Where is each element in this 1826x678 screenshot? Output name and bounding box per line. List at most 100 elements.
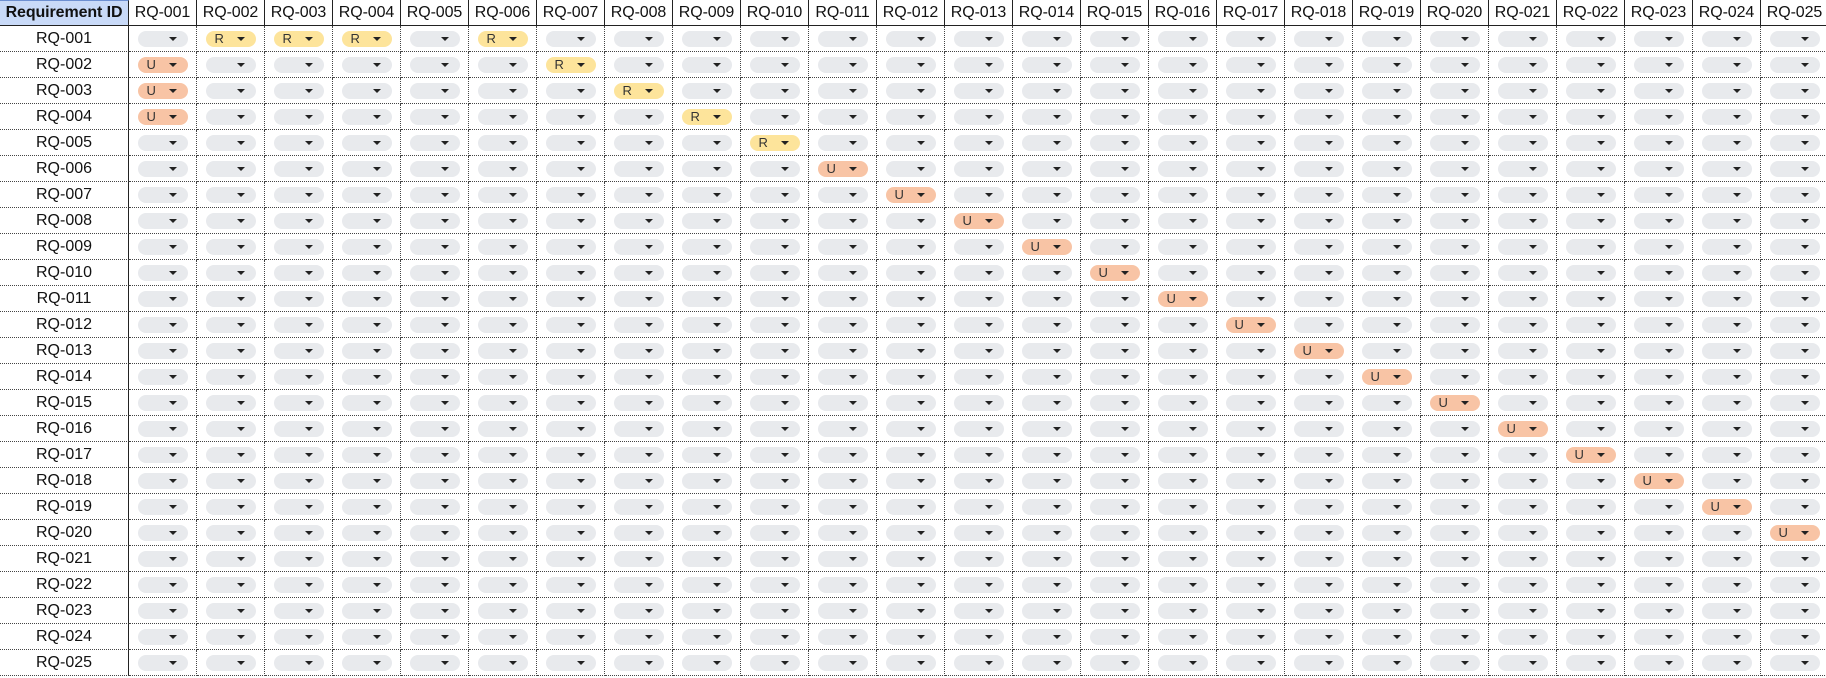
chevron-down-icon[interactable] xyxy=(168,140,177,145)
chevron-down-icon[interactable] xyxy=(1528,218,1537,223)
chevron-down-icon[interactable] xyxy=(168,218,177,223)
dropdown-chip[interactable] xyxy=(1633,264,1684,281)
chevron-down-icon[interactable] xyxy=(372,348,381,353)
row-label[interactable]: RQ-014 xyxy=(0,364,129,390)
dropdown-chip[interactable] xyxy=(273,654,324,671)
chevron-down-icon[interactable] xyxy=(168,556,177,561)
dropdown-chip[interactable] xyxy=(1089,82,1140,99)
dropdown-chip[interactable] xyxy=(613,290,664,307)
matrix-cell[interactable] xyxy=(1625,364,1693,390)
chevron-down-icon[interactable] xyxy=(1052,114,1061,119)
matrix-cell[interactable] xyxy=(1489,520,1557,546)
column-header[interactable]: RQ-002 xyxy=(197,0,265,26)
dropdown-chip[interactable] xyxy=(477,342,528,359)
matrix-cell[interactable] xyxy=(197,182,265,208)
chevron-down-icon[interactable] xyxy=(984,504,993,509)
matrix-cell[interactable] xyxy=(605,312,673,338)
dropdown-chip[interactable] xyxy=(1021,264,1072,281)
row-label[interactable]: RQ-019 xyxy=(0,494,129,520)
chevron-down-icon[interactable] xyxy=(236,374,245,379)
chevron-down-icon[interactable] xyxy=(1732,62,1741,67)
dropdown-chip[interactable] xyxy=(1497,472,1548,489)
matrix-cell[interactable] xyxy=(537,572,605,598)
dropdown-chip[interactable] xyxy=(613,238,664,255)
matrix-cell[interactable] xyxy=(741,624,809,650)
matrix-cell[interactable] xyxy=(1285,494,1353,520)
chevron-down-icon[interactable] xyxy=(1052,634,1061,639)
dropdown-chip[interactable] xyxy=(681,56,732,73)
chevron-down-icon[interactable] xyxy=(304,478,313,483)
chevron-down-icon[interactable] xyxy=(780,582,789,587)
chevron-down-icon[interactable] xyxy=(1460,452,1469,457)
dropdown-chip[interactable] xyxy=(953,82,1004,99)
chevron-down-icon[interactable] xyxy=(916,400,925,405)
matrix-cell[interactable] xyxy=(1285,26,1353,52)
matrix-cell[interactable] xyxy=(537,624,605,650)
matrix-cell[interactable] xyxy=(1081,130,1149,156)
chevron-down-icon[interactable] xyxy=(916,530,925,535)
matrix-cell[interactable] xyxy=(1217,104,1285,130)
dropdown-chip[interactable]: R xyxy=(341,30,392,47)
chevron-down-icon[interactable] xyxy=(1460,192,1469,197)
chevron-down-icon[interactable] xyxy=(1256,36,1265,41)
chevron-down-icon[interactable] xyxy=(780,374,789,379)
chevron-down-icon[interactable] xyxy=(916,192,925,197)
matrix-cell[interactable] xyxy=(1353,650,1421,676)
matrix-cell[interactable] xyxy=(1013,130,1081,156)
chevron-down-icon[interactable] xyxy=(712,62,721,67)
chevron-down-icon[interactable] xyxy=(304,660,313,665)
dropdown-chip[interactable] xyxy=(1157,56,1208,73)
chevron-down-icon[interactable] xyxy=(304,114,313,119)
chevron-down-icon[interactable] xyxy=(440,426,449,431)
matrix-cell[interactable] xyxy=(673,494,741,520)
dropdown-chip[interactable] xyxy=(341,472,392,489)
dropdown-chip[interactable] xyxy=(613,498,664,515)
matrix-cell[interactable] xyxy=(1217,260,1285,286)
chevron-down-icon[interactable] xyxy=(1528,400,1537,405)
dropdown-chip[interactable] xyxy=(1157,550,1208,567)
dropdown-chip[interactable] xyxy=(1701,316,1752,333)
dropdown-chip[interactable] xyxy=(205,290,256,307)
chevron-down-icon[interactable] xyxy=(1324,62,1333,67)
chevron-down-icon[interactable] xyxy=(576,426,585,431)
matrix-cell[interactable] xyxy=(1693,52,1761,78)
matrix-cell[interactable] xyxy=(1081,26,1149,52)
dropdown-chip[interactable] xyxy=(477,316,528,333)
matrix-cell[interactable] xyxy=(265,286,333,312)
chevron-down-icon[interactable] xyxy=(304,244,313,249)
chevron-down-icon[interactable] xyxy=(984,530,993,535)
matrix-cell[interactable] xyxy=(129,26,197,52)
chevron-down-icon[interactable] xyxy=(984,62,993,67)
matrix-cell[interactable] xyxy=(1693,650,1761,676)
matrix-cell[interactable] xyxy=(809,104,877,130)
dropdown-chip[interactable] xyxy=(1225,498,1276,515)
dropdown-chip[interactable] xyxy=(341,108,392,125)
chevron-down-icon[interactable] xyxy=(440,452,449,457)
matrix-cell[interactable] xyxy=(1625,208,1693,234)
matrix-cell[interactable] xyxy=(197,78,265,104)
matrix-cell[interactable] xyxy=(1353,208,1421,234)
dropdown-chip[interactable] xyxy=(749,30,800,47)
matrix-cell[interactable] xyxy=(1693,598,1761,624)
matrix-cell[interactable] xyxy=(1625,546,1693,572)
chevron-down-icon[interactable] xyxy=(848,530,857,535)
matrix-cell[interactable] xyxy=(809,572,877,598)
chevron-down-icon[interactable] xyxy=(644,62,653,67)
dropdown-chip[interactable] xyxy=(341,238,392,255)
chevron-down-icon[interactable] xyxy=(576,88,585,93)
matrix-cell[interactable] xyxy=(877,416,945,442)
chevron-down-icon[interactable] xyxy=(1052,478,1061,483)
dropdown-chip[interactable] xyxy=(1633,654,1684,671)
matrix-cell[interactable] xyxy=(1489,364,1557,390)
chevron-down-icon[interactable] xyxy=(644,452,653,457)
matrix-cell[interactable] xyxy=(605,208,673,234)
matrix-cell[interactable] xyxy=(1489,312,1557,338)
chevron-down-icon[interactable] xyxy=(1392,88,1401,93)
matrix-cell[interactable] xyxy=(1421,468,1489,494)
dropdown-chip[interactable] xyxy=(341,212,392,229)
matrix-cell[interactable] xyxy=(333,364,401,390)
dropdown-chip[interactable] xyxy=(1497,550,1548,567)
dropdown-chip[interactable] xyxy=(205,82,256,99)
chevron-down-icon[interactable] xyxy=(576,166,585,171)
chevron-down-icon[interactable] xyxy=(1732,322,1741,327)
